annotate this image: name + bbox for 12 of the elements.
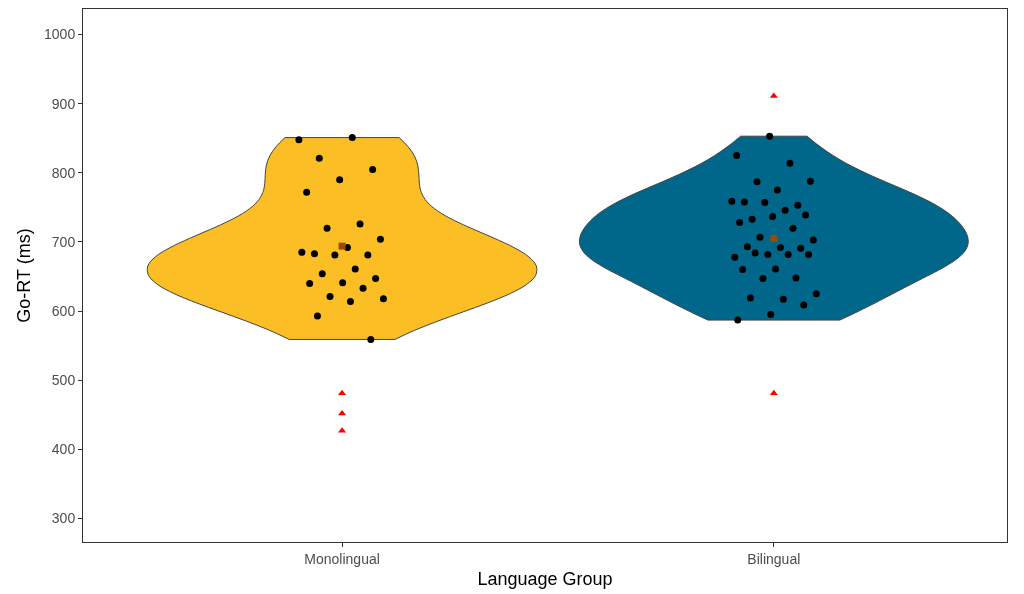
- x-tick-label: Monolingual: [304, 550, 380, 567]
- y-tick-label: 800: [51, 164, 76, 181]
- y-tick-label: 600: [51, 303, 76, 319]
- y-tick-label: 500: [51, 372, 76, 389]
- y-tick-label: 400: [51, 441, 76, 458]
- x-tick-label: Bilingual: [747, 550, 801, 567]
- y-tick-label: 300: [51, 510, 76, 527]
- y-axis-title: Go-RT (ms): [14, 228, 35, 323]
- y-tick-label: 1000: [44, 26, 76, 43]
- y-tick-label: 900: [51, 95, 76, 112]
- y-tick-label: 700: [51, 233, 76, 250]
- x-axis-title: Language Group: [477, 568, 613, 589]
